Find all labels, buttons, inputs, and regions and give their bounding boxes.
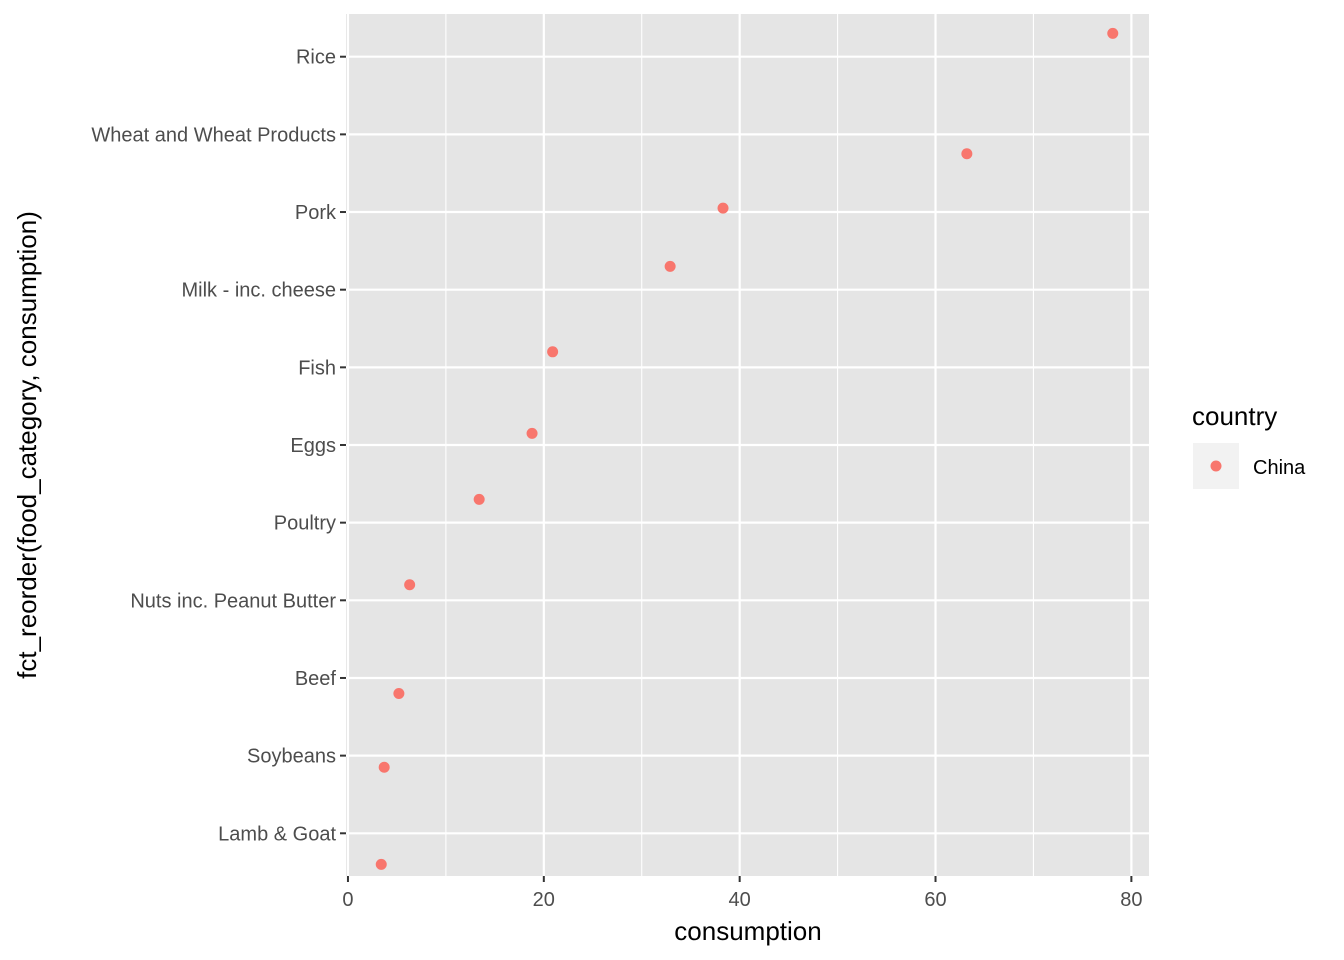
x-tick-label: 40 xyxy=(729,889,751,911)
y-tick-label: Wheat and Wheat Products xyxy=(91,124,336,146)
y-tick-label: Milk - inc. cheese xyxy=(182,280,337,302)
y-axis: Lamb & Goat Soybeans Beef Nuts inc. Peanut … xyxy=(91,47,346,845)
y-tick-label: Lamb & Goat xyxy=(218,823,336,845)
data-point xyxy=(717,202,729,214)
legend-title: country xyxy=(1192,401,1277,431)
y-tick-label: Poultry xyxy=(274,513,336,535)
data-point xyxy=(961,148,973,160)
x-axis: 0 20 40 60 80 xyxy=(342,876,1142,911)
y-tick-label: Rice xyxy=(296,47,336,69)
y-tick-label: Soybeans xyxy=(247,746,336,768)
data-point xyxy=(473,493,485,505)
data-point xyxy=(378,761,390,773)
major-gridlines xyxy=(346,14,1149,876)
y-axis-title: fct_reorder(food_category, consumption) xyxy=(12,211,42,679)
x-tick-label: 60 xyxy=(924,889,946,911)
y-tick-label: Eggs xyxy=(290,435,336,457)
x-tick-label: 80 xyxy=(1120,889,1142,911)
y-tick-label: Fish xyxy=(298,357,336,379)
data-point xyxy=(547,346,559,358)
data-point xyxy=(393,688,405,700)
y-tick-label: Nuts inc. Peanut Butter xyxy=(130,590,336,612)
y-tick-label: Beef xyxy=(295,668,337,690)
data-point xyxy=(375,858,387,870)
data-point xyxy=(1107,27,1119,39)
data-point xyxy=(404,579,416,591)
legend: country China xyxy=(1192,401,1306,489)
legend-label-china: China xyxy=(1253,457,1306,479)
data-point xyxy=(664,260,676,272)
x-tick-label: 0 xyxy=(342,889,353,911)
legend-key-point xyxy=(1210,460,1222,472)
x-axis-title: consumption xyxy=(674,916,821,946)
data-point xyxy=(526,427,538,439)
data-points xyxy=(375,27,1119,870)
x-tick-label: 20 xyxy=(533,889,555,911)
y-tick-label: Pork xyxy=(295,202,337,224)
